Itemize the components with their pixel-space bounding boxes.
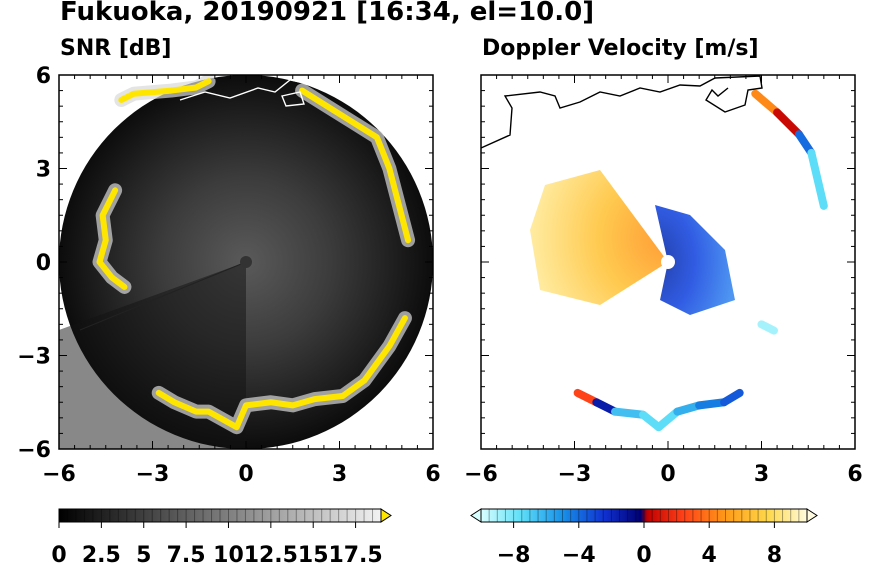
doppler-colorbar-tick-label: −8 [497,543,531,568]
doppler-echo-0-seg-1 [773,108,803,139]
snr-colorbar-tick-label: 2.5 [82,543,121,568]
doppler-plot-area [481,75,828,432]
snr-colorbar-tick-label: 10 [213,543,244,568]
snr-coastline [179,79,311,107]
doppler-echo-1-seg-4 [654,407,682,432]
snr-colorbar-tick-label: 5 [136,543,151,568]
y-tick-label: 3 [36,158,51,183]
doppler-panel-title: Doppler Velocity [m/s] [482,36,759,61]
snr-colorbar-tick-label: 17.5 [328,543,382,568]
doppler-colorbar-tick-label: 0 [636,543,651,568]
doppler-approaching-echo [530,170,668,305]
snr-beam-blockage-line [79,261,247,331]
doppler-receding-echo [655,205,735,315]
snr-colorbar-tick-label: 12.5 [244,543,298,568]
doppler-echo-0-seg-3 [807,148,828,210]
y-tick-label: 0 [36,251,51,276]
snr-panel-title: SNR [dB] [60,36,172,61]
doppler-echo-1-seg-6 [695,398,729,410]
doppler-colorbar-extend-max [806,508,818,523]
snr-echo-1 [299,87,412,244]
doppler-colorbar-tick-label: −4 [562,543,596,568]
snr-echo-layer [92,75,416,435]
figure-title: Fukuoka, 20190921 [16:34, el=10.0] [60,0,595,27]
snr-colorbar-tick-label: 15 [298,543,329,568]
snr-colorbar-tick-label: 7.5 [167,543,206,568]
doppler-colorbar-tick-label: 8 [767,543,782,568]
x-tick-label: 0 [238,462,253,487]
doppler-colorbar: −8 −4 0 4 8 [470,508,818,568]
doppler-echo-1-seg-2 [611,407,648,419]
snr-echo-2 [96,187,128,290]
x-tick-label: 6 [847,462,862,487]
x-tick-label: 6 [425,462,440,487]
snr-colorbar-tick-label: 0 [51,543,66,568]
doppler-colorbar-tick-label: 4 [702,543,717,568]
y-tick-label: −6 [17,438,51,463]
x-tick-label: 3 [332,462,347,487]
doppler-radar-center [661,255,675,269]
snr-blocked-sector [59,262,246,449]
y-tick-label: 6 [36,64,51,89]
x-tick-label: 3 [754,462,769,487]
snr-plot-area [59,75,433,449]
doppler-echo-2-seg-0 [757,320,778,335]
snr-axis-ticks: −6 −3 0 3 6 −6 −3 0 3 6 [17,64,440,487]
snr-radar-center [240,256,252,268]
snr-echo-0 [118,78,212,103]
y-tick-label: −3 [17,345,51,370]
snr-echo-3 [155,315,408,431]
doppler-axis-ticks: −6 −3 0 3 6 [464,74,863,487]
doppler-echo-layer [573,89,828,432]
doppler-coastline [481,75,763,149]
x-tick-label: −3 [558,462,592,487]
x-tick-label: −6 [464,462,498,487]
x-tick-label: −3 [136,462,170,487]
x-tick-label: 0 [660,462,675,487]
snr-colorbar-extend-max [380,508,392,523]
snr-colorbar: 0 2.5 5 7.5 10 12.5 15 17.5 [51,508,392,568]
doppler-colorbar-extend-min [470,508,482,523]
x-tick-label: −6 [42,462,76,487]
doppler-echo-1-seg-7 [720,388,744,407]
doppler-echo-0-seg-0 [751,89,782,117]
